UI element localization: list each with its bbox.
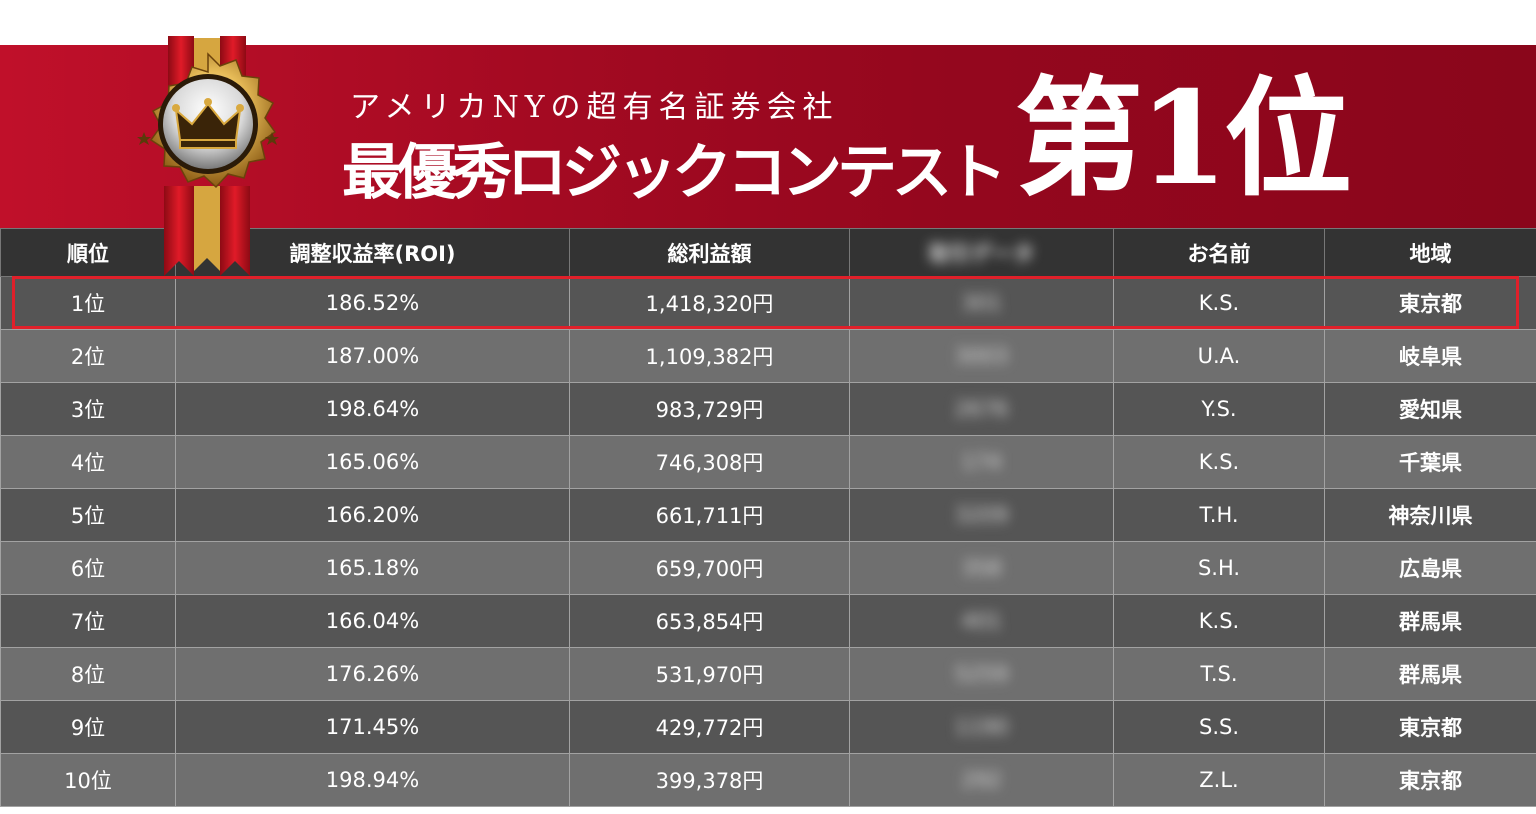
table-row: 1位 186.52% 1,418,320円 301 K.S. 東京都	[0, 276, 1536, 330]
cell-profit: 429,772円	[569, 700, 850, 754]
cell-rank: 4位	[0, 435, 176, 489]
cell-hidden: 5259	[849, 647, 1114, 701]
cell-name: T.S.	[1113, 647, 1325, 701]
cell-name: T.H.	[1113, 488, 1325, 542]
cell-rank: 3位	[0, 382, 176, 436]
cell-roi: 165.06%	[175, 435, 570, 489]
blurred-value: 292	[961, 768, 1002, 792]
cell-roi: 166.04%	[175, 594, 570, 648]
ribbon-bottom-left	[164, 186, 194, 276]
cell-roi: 198.64%	[175, 382, 570, 436]
cell-rank: 8位	[0, 647, 176, 701]
cell-hidden: 301	[849, 276, 1114, 330]
blurred-value: 3003	[954, 344, 1009, 368]
cell-roi: 165.18%	[175, 541, 570, 595]
blurred-value: 1190	[954, 715, 1009, 739]
table-row: 9位 171.45% 429,772円 1190 S.S. 東京都	[0, 700, 1536, 754]
cell-roi: 171.45%	[175, 700, 570, 754]
star-icon	[137, 132, 279, 145]
cell-roi: 176.26%	[175, 647, 570, 701]
cell-roi: 186.52%	[175, 276, 570, 330]
table-row: 3位 198.64% 983,729円 2676 Y.S. 愛知県	[0, 382, 1536, 436]
header-hidden: 取引データ	[849, 228, 1114, 277]
cell-profit: 653,854円	[569, 594, 850, 648]
header-region: 地域	[1324, 228, 1536, 277]
blurred-value: 2676	[954, 397, 1009, 421]
header-profit: 総利益額	[569, 228, 850, 277]
blurred-value: 401	[961, 609, 1002, 633]
header-hidden-label: 取引データ	[929, 241, 1034, 266]
medal-icon	[137, 36, 279, 276]
ranking-table: 順位 調整収益率(ROI) 総利益額 取引データ お名前 地域 1位 186.5…	[0, 228, 1536, 807]
cell-name: Y.S.	[1113, 382, 1325, 436]
ribbon-bottom-right	[220, 186, 250, 276]
cell-hidden: 401	[849, 594, 1114, 648]
cell-name: S.S.	[1113, 700, 1325, 754]
cell-hidden: 292	[849, 753, 1114, 807]
cell-hidden: 174	[849, 435, 1114, 489]
cell-roi: 198.94%	[175, 753, 570, 807]
cell-name: K.S.	[1113, 276, 1325, 330]
cell-name: Z.L.	[1113, 753, 1325, 807]
cell-rank: 2位	[0, 329, 176, 383]
cell-rank: 7位	[0, 594, 176, 648]
cell-rank: 6位	[0, 541, 176, 595]
banner-subtitle: アメリカNYの超有名証券会社	[350, 90, 839, 125]
table-body: 1位 186.52% 1,418,320円 301 K.S. 東京都 2位 18…	[0, 276, 1536, 807]
cell-rank: 9位	[0, 700, 176, 754]
cell-profit: 531,970円	[569, 647, 850, 701]
cell-profit: 1,109,382円	[569, 329, 850, 383]
cell-profit: 1,418,320円	[569, 276, 850, 330]
cell-roi: 187.00%	[175, 329, 570, 383]
cell-hidden: 2676	[849, 382, 1114, 436]
cell-region: 東京都	[1324, 276, 1536, 330]
table-row: 7位 166.04% 653,854円 401 K.S. 群馬県	[0, 594, 1536, 648]
cell-hidden: 3003	[849, 329, 1114, 383]
table-row: 5位 166.20% 661,711円 3209 T.H. 神奈川県	[0, 488, 1536, 542]
blurred-value: 174	[961, 450, 1002, 474]
cell-region: 千葉県	[1324, 435, 1536, 489]
table-row: 8位 176.26% 531,970円 5259 T.S. 群馬県	[0, 647, 1536, 701]
cell-hidden: 1190	[849, 700, 1114, 754]
cell-name: K.S.	[1113, 435, 1325, 489]
cell-hidden: 3209	[849, 488, 1114, 542]
cell-name: U.A.	[1113, 329, 1325, 383]
cell-rank: 5位	[0, 488, 176, 542]
cell-profit: 399,378円	[569, 753, 850, 807]
table-row: 6位 165.18% 659,700円 358 S.H. 広島県	[0, 541, 1536, 595]
header-name: お名前	[1113, 228, 1325, 277]
cell-rank: 10位	[0, 753, 176, 807]
cell-profit: 746,308円	[569, 435, 850, 489]
table-row: 10位 198.94% 399,378円 292 Z.L. 東京都	[0, 753, 1536, 807]
banner-title: 最優秀ロジックコンテスト	[342, 138, 1007, 208]
crown-icon	[172, 98, 244, 149]
banner-rank: 第1位	[1015, 64, 1352, 214]
cell-rank: 1位	[0, 276, 176, 330]
table-row: 2位 187.00% 1,109,382円 3003 U.A. 岐阜県	[0, 329, 1536, 383]
cell-name: S.H.	[1113, 541, 1325, 595]
cell-profit: 659,700円	[569, 541, 850, 595]
table-row: 4位 165.06% 746,308円 174 K.S. 千葉県	[0, 435, 1536, 489]
cell-region: 東京都	[1324, 753, 1536, 807]
cell-profit: 661,711円	[569, 488, 850, 542]
blurred-value: 3209	[954, 503, 1009, 527]
cell-region: 岐阜県	[1324, 329, 1536, 383]
cell-region: 群馬県	[1324, 594, 1536, 648]
header-rank: 順位	[0, 228, 176, 277]
cell-region: 群馬県	[1324, 647, 1536, 701]
blurred-value: 358	[961, 556, 1002, 580]
cell-roi: 166.20%	[175, 488, 570, 542]
cell-name: K.S.	[1113, 594, 1325, 648]
cell-region: 愛知県	[1324, 382, 1536, 436]
table-header-row: 順位 調整収益率(ROI) 総利益額 取引データ お名前 地域	[0, 228, 1536, 277]
cell-hidden: 358	[849, 541, 1114, 595]
cell-region: 神奈川県	[1324, 488, 1536, 542]
blurred-value: 5259	[954, 662, 1009, 686]
cell-profit: 983,729円	[569, 382, 850, 436]
cell-region: 広島県	[1324, 541, 1536, 595]
blurred-value: 301	[961, 291, 1002, 315]
cell-region: 東京都	[1324, 700, 1536, 754]
